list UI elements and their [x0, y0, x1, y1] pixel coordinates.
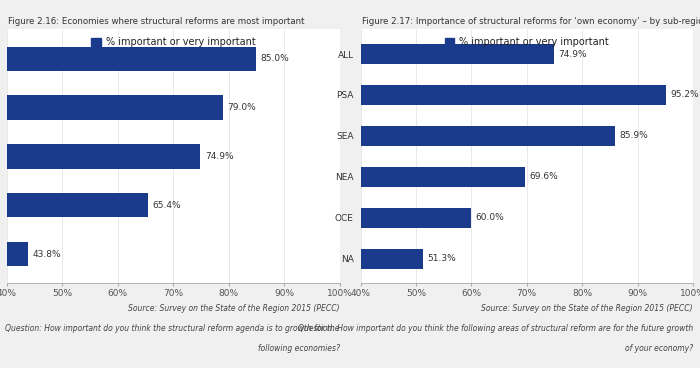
- Bar: [360, 44, 554, 64]
- Text: Question: How important do you think the structural reform agenda is to growth f: Question: How important do you think the…: [5, 324, 339, 333]
- Text: 95.2%: 95.2%: [671, 91, 699, 99]
- Bar: [7, 144, 200, 169]
- Text: 74.9%: 74.9%: [559, 50, 587, 59]
- Text: 43.8%: 43.8%: [32, 250, 61, 259]
- Text: 85.0%: 85.0%: [261, 54, 290, 63]
- Text: 74.9%: 74.9%: [205, 152, 234, 161]
- Bar: [7, 46, 256, 71]
- Text: of your economy?: of your economy?: [625, 344, 693, 353]
- Legend: % important or very important: % important or very important: [442, 34, 612, 50]
- Text: Source: Survey on the State of the Region 2015 (PECC): Source: Survey on the State of the Regio…: [128, 304, 340, 312]
- Bar: [360, 126, 615, 146]
- Text: following economies?: following economies?: [258, 344, 340, 353]
- Bar: [360, 167, 524, 187]
- Bar: [7, 242, 28, 266]
- Bar: [7, 95, 223, 120]
- Legend: % important or very important: % important or very important: [88, 34, 258, 50]
- Text: 85.9%: 85.9%: [620, 131, 648, 141]
- Text: Figure 2.16: Economies where structural reforms are most important: Figure 2.16: Economies where structural …: [8, 17, 305, 25]
- Bar: [360, 248, 423, 269]
- Text: Question: How important do you think the following areas of structural reform ar: Question: How important do you think the…: [298, 324, 693, 333]
- Text: 51.3%: 51.3%: [428, 254, 456, 263]
- Text: 79.0%: 79.0%: [228, 103, 256, 112]
- Bar: [360, 85, 666, 105]
- Bar: [7, 193, 148, 217]
- Text: 65.4%: 65.4%: [152, 201, 181, 210]
- Bar: [360, 208, 471, 228]
- Text: Source: Survey on the State of the Region 2015 (PECC): Source: Survey on the State of the Regio…: [482, 304, 693, 312]
- Text: 60.0%: 60.0%: [476, 213, 505, 222]
- Text: Figure 2.17: Importance of structural reforms for ‘own economy’ – by sub-region: Figure 2.17: Importance of structural re…: [362, 17, 700, 25]
- Text: 69.6%: 69.6%: [529, 172, 558, 181]
